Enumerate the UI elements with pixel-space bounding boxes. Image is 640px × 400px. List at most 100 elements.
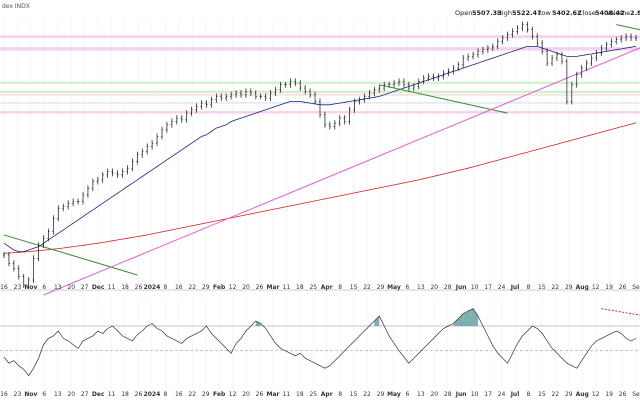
x-tick-label: 26	[619, 391, 627, 398]
x-tick-label: Mar	[266, 391, 279, 398]
x-tick-label: Apr	[321, 391, 333, 398]
x-tick-label: 19	[605, 391, 613, 398]
x-tick-label: 12	[592, 284, 600, 291]
x-tick-label: Mar	[266, 284, 279, 291]
x-tick-label: 28	[444, 391, 452, 398]
x-tick-label: 16	[0, 391, 8, 398]
x-tick-label: 13	[417, 284, 425, 291]
x-tick-label: May	[387, 391, 401, 398]
grid-lines	[3, 18, 637, 388]
x-tick-label: 17	[484, 284, 492, 291]
x-tick-label: 8	[527, 284, 531, 291]
trendline	[43, 47, 640, 296]
divergence-line	[601, 308, 640, 316]
x-tick-label: Se	[632, 284, 640, 291]
x-tick-label: Jul	[510, 391, 520, 398]
ma200-line	[3, 122, 637, 254]
x-tick-label: Aug	[576, 284, 589, 291]
x-tick-label: 20	[242, 391, 250, 398]
zone-band	[0, 94, 640, 96]
x-tick-label: 18	[296, 284, 304, 291]
x-tick-label: 17	[484, 391, 492, 398]
x-tick-label: 16	[175, 284, 183, 291]
x-tick-label: 29	[565, 284, 573, 291]
x-tick-label: 23	[14, 391, 22, 398]
x-tick-label: 25	[309, 391, 317, 398]
trendlines	[3, 24, 640, 296]
x-tick-label: 11	[108, 391, 116, 398]
overbought-fill	[374, 316, 380, 326]
x-tick-label: 29	[377, 284, 385, 291]
x-tick-label: 15	[538, 391, 546, 398]
x-tick-label: 26	[135, 391, 143, 398]
chart-title: dex INDX	[2, 3, 30, 10]
trendline	[379, 84, 508, 114]
x-tick-label: 23	[14, 284, 22, 291]
x-tick-label: 12	[592, 391, 600, 398]
open-label: Open	[455, 9, 472, 17]
x-tick-label: Apr	[321, 284, 333, 291]
momentum-panel	[0, 308, 640, 377]
close-value: 5408.42	[595, 9, 625, 17]
x-tick-label: 12	[229, 284, 237, 291]
x-tick-label: 11	[108, 284, 116, 291]
x-tick-label: Dec	[92, 284, 105, 291]
x-tick-label: 27	[81, 391, 89, 398]
x-tick-label: 8	[338, 284, 342, 291]
x-tick-label: 24	[498, 391, 506, 398]
x-tick-label: 20	[430, 391, 438, 398]
x-tick-label: 22	[551, 284, 559, 291]
x-tick-label: 22	[188, 284, 196, 291]
x-tick-label: Dec	[92, 391, 105, 398]
ohlc-header: Open 5507.33 High 5522.47 Low 5402.62 Cl…	[455, 9, 640, 17]
x-tick-label: 16	[0, 284, 8, 291]
x-tick-label: 28	[444, 284, 452, 291]
volume-label: Volume	[606, 9, 630, 17]
trendline	[3, 234, 138, 276]
x-tick-label: 27	[81, 284, 89, 291]
overbought-fill	[255, 321, 261, 326]
trendline	[616, 24, 640, 31]
x-tick-label: 20	[67, 391, 75, 398]
x-tick-label: Jun	[455, 391, 467, 398]
x-tick-label: Nov	[24, 391, 37, 398]
x-tick-label: 15	[350, 391, 358, 398]
x-tick-label: Feb	[213, 391, 226, 398]
x-tick-label: Se	[632, 391, 640, 398]
zone-band	[0, 35, 640, 39]
x-tick-label: 13	[54, 391, 62, 398]
x-tick-label: 10	[471, 284, 479, 291]
x-tick-label: 2024	[144, 284, 161, 291]
x-tick-label: 8	[163, 391, 167, 398]
x-tick-label: Nov	[24, 284, 37, 291]
x-tick-label: 2024	[144, 391, 161, 398]
x-tick-label: May	[387, 284, 401, 291]
x-tick-label: 20	[67, 284, 75, 291]
x-tick-label: 6	[42, 284, 46, 291]
x-tick-label: 19	[605, 284, 613, 291]
high-label: High	[497, 9, 512, 17]
x-tick-label: 29	[202, 391, 210, 398]
x-tick-label: 25	[309, 284, 317, 291]
x-tick-label: 26	[256, 391, 264, 398]
x-tick-label: 15	[350, 284, 358, 291]
x-tick-label: 8	[338, 391, 342, 398]
x-tick-label: 24	[498, 284, 506, 291]
high-value: 5522.47	[512, 9, 542, 17]
low-value: 5402.62	[552, 9, 582, 17]
x-tick-label: Aug	[576, 391, 589, 398]
zone-band	[0, 90, 640, 94]
x-tick-label: 20	[242, 284, 250, 291]
x-tick-label: 22	[363, 391, 371, 398]
x-tick-label: 13	[54, 284, 62, 291]
x-tick-label: 6	[405, 284, 409, 291]
x-tick-label: 18	[121, 284, 129, 291]
x-tick-label: 22	[363, 284, 371, 291]
close-label: Close	[578, 9, 596, 17]
x-tick-label: 6	[42, 391, 46, 398]
x-tick-label: 26	[256, 284, 264, 291]
x-tick-label: 6	[405, 391, 409, 398]
low-label: Low	[538, 9, 551, 17]
x-tick-label: 8	[163, 284, 167, 291]
x-tick-label: 13	[417, 391, 425, 398]
